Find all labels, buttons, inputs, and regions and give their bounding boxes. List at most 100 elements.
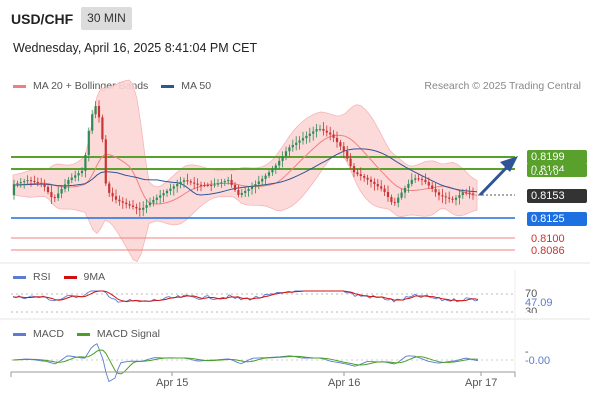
candle-body bbox=[97, 106, 101, 118]
candle-body bbox=[349, 158, 352, 167]
macd-line bbox=[12, 343, 479, 383]
rsi-legend: RSI 9MA bbox=[13, 271, 118, 283]
x-label-apr17: Apr 17 bbox=[465, 377, 498, 389]
candle-body bbox=[142, 207, 145, 210]
candle-body bbox=[125, 202, 128, 205]
candle-body bbox=[318, 128, 322, 130]
legend-rsi-9ma: 9MA bbox=[63, 271, 106, 283]
candle-body bbox=[33, 180, 36, 183]
chart-header: USD/CHF 30 MIN Wednesday, April 16, 2025… bbox=[0, 0, 590, 70]
candle-body bbox=[461, 192, 464, 196]
candle-body bbox=[169, 188, 172, 191]
candle-body bbox=[417, 178, 420, 180]
candle-body bbox=[189, 181, 192, 183]
candle-body bbox=[172, 186, 175, 189]
candle-body bbox=[60, 188, 63, 194]
candle-body bbox=[352, 166, 356, 173]
candle-body bbox=[465, 192, 468, 194]
candle-body bbox=[108, 183, 111, 193]
candle-body bbox=[67, 179, 70, 185]
candle-body bbox=[247, 188, 250, 191]
candle-body bbox=[101, 117, 104, 140]
resistance-2-label: 0.8199 bbox=[527, 150, 587, 164]
candle-body bbox=[301, 138, 305, 141]
datetime-label: Wednesday, April 16, 2025 8:41:04 PM CET bbox=[13, 41, 258, 55]
candle-body bbox=[390, 197, 393, 203]
candle-body bbox=[128, 204, 131, 206]
macd-top-tick: - bbox=[525, 346, 529, 358]
candle-body bbox=[114, 196, 118, 200]
macd-swatch bbox=[13, 332, 26, 336]
candle-body bbox=[356, 172, 359, 175]
legend-rsi-9ma-label: 9MA bbox=[83, 271, 106, 283]
candle-body bbox=[386, 191, 390, 198]
candle-body bbox=[91, 114, 94, 131]
candle-body bbox=[434, 188, 437, 193]
rsi-9ma-line bbox=[12, 290, 479, 303]
candle-body bbox=[261, 178, 264, 182]
legend-macd: MACD bbox=[13, 328, 64, 340]
candle-body bbox=[203, 185, 206, 186]
candle-body bbox=[155, 197, 158, 200]
rsi-value-label: 47.09 bbox=[525, 297, 553, 309]
candle-body bbox=[145, 205, 148, 208]
macd-legend: MACD MACD Signal bbox=[13, 328, 173, 340]
candle-body bbox=[267, 172, 271, 176]
candle-body bbox=[315, 129, 318, 132]
ma20-line bbox=[12, 134, 478, 205]
legend-macd-signal: MACD Signal bbox=[76, 328, 160, 340]
candle-body bbox=[186, 180, 189, 182]
candle-body bbox=[152, 199, 155, 203]
candle-body bbox=[206, 185, 209, 186]
candle-body bbox=[295, 142, 298, 145]
symbol-title: USD/CHF bbox=[11, 11, 74, 27]
candle-body bbox=[84, 155, 87, 171]
candle-body bbox=[46, 186, 50, 193]
candle-body bbox=[199, 184, 203, 186]
forecast-arrow-shaft bbox=[478, 163, 511, 197]
legend-macd-signal-label: MACD Signal bbox=[96, 328, 160, 340]
legend-rsi-label: RSI bbox=[33, 271, 51, 283]
macd-value-label: -0.00 bbox=[525, 355, 551, 367]
candle-body bbox=[237, 190, 240, 195]
candle-body bbox=[12, 184, 16, 195]
candle-body bbox=[111, 192, 114, 197]
candle-body bbox=[471, 193, 475, 195]
legend-ma50: MA 50 bbox=[161, 80, 211, 92]
candle-body bbox=[244, 190, 247, 193]
candle-body bbox=[135, 206, 138, 209]
candle-body bbox=[322, 128, 325, 131]
ma50-swatch bbox=[161, 84, 175, 88]
candle-body bbox=[264, 175, 267, 179]
candle-body bbox=[216, 183, 220, 185]
macd-signal-swatch bbox=[76, 332, 90, 336]
candle-body bbox=[424, 179, 427, 183]
candle-body bbox=[305, 135, 308, 139]
candle-body bbox=[274, 165, 277, 169]
candle-body bbox=[159, 195, 162, 198]
candle-body bbox=[179, 181, 182, 185]
candlesticks bbox=[12, 100, 475, 217]
candle-body bbox=[298, 140, 301, 143]
candle-body bbox=[308, 133, 311, 136]
candle-body bbox=[121, 201, 124, 203]
candle-body bbox=[26, 180, 29, 182]
candle-body bbox=[240, 192, 243, 195]
candle-body bbox=[227, 180, 230, 182]
candle-body bbox=[220, 182, 223, 184]
rsi-swatch bbox=[13, 275, 26, 279]
candle-body bbox=[233, 184, 237, 191]
candle-body bbox=[407, 183, 410, 188]
last-price-label: 0.8153 bbox=[527, 189, 587, 203]
candle-body bbox=[254, 184, 257, 187]
timeframe-button[interactable]: 30 MIN bbox=[81, 7, 132, 30]
legend-rsi: RSI bbox=[13, 271, 51, 283]
candle-body bbox=[414, 178, 417, 180]
candle-body bbox=[176, 184, 179, 187]
candle-body bbox=[366, 177, 369, 180]
candle-body bbox=[250, 186, 254, 189]
candle-body bbox=[182, 180, 186, 182]
candle-body bbox=[230, 180, 233, 185]
candle-body bbox=[380, 186, 383, 189]
